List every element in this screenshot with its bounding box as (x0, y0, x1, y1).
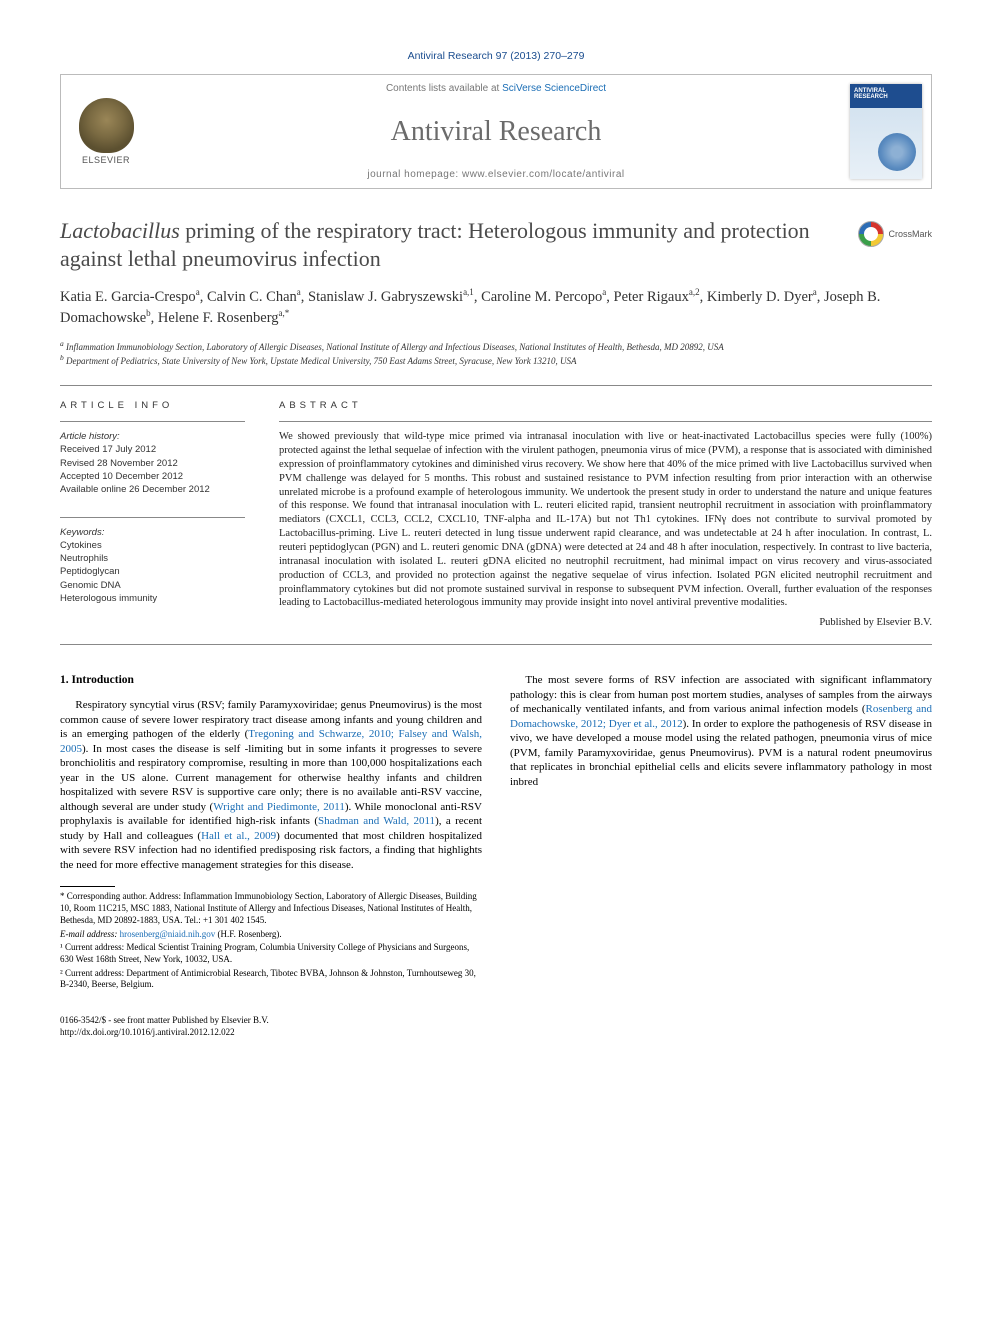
publisher-logo-cell: ELSEVIER (61, 75, 151, 188)
publisher-label: ELSEVIER (82, 155, 130, 165)
history-online: Available online 26 December 2012 (60, 483, 245, 496)
footnote-email: E-mail address: hrosenberg@niaid.nih.gov… (60, 929, 482, 941)
keywords-block: Keywords: Cytokines Neutrophils Peptidog… (60, 526, 245, 606)
email-link[interactable]: hrosenberg@niaid.nih.gov (120, 929, 216, 939)
keyword: Peptidoglycan (60, 565, 245, 578)
contents-prefix: Contents lists available at (386, 83, 502, 94)
keyword: Heterologous immunity (60, 592, 245, 605)
front-matter-line: 0166-3542/$ - see front matter Published… (60, 1015, 932, 1027)
journal-header: ELSEVIER Contents lists available at Sci… (60, 74, 932, 189)
citation-link[interactable]: Hall et al., 2009 (201, 830, 276, 842)
journal-cover-thumbnail (850, 84, 922, 179)
journal-name: Antiviral Research (161, 116, 831, 148)
article-history: Article history: Received 17 July 2012 R… (60, 430, 245, 496)
journal-reference: Antiviral Research 97 (2013) 270–279 (60, 50, 932, 62)
crossmark-icon (858, 221, 884, 247)
body-paragraph: The most severe forms of RSV infection a… (510, 673, 932, 789)
crossmark-label: CrossMark (888, 229, 932, 239)
article-info-heading: ARTICLE INFO (60, 400, 245, 411)
history-accepted: Accepted 10 December 2012 (60, 470, 245, 483)
history-label: Article history: (60, 430, 245, 443)
abstract-publisher-line: Published by Elsevier B.V. (279, 616, 932, 630)
doi-link[interactable]: http://dx.doi.org/10.1016/j.antiviral.20… (60, 1027, 932, 1039)
footnote-rule (60, 886, 115, 887)
body-paragraph: Respiratory syncytial virus (RSV; family… (60, 698, 482, 872)
journal-homepage-line: journal homepage: www.elsevier.com/locat… (161, 169, 831, 180)
affiliation-b: Department of Pediatrics, State Universi… (66, 356, 577, 366)
homepage-url[interactable]: www.elsevier.com/locate/antiviral (462, 169, 625, 180)
divider (60, 421, 245, 422)
abstract-text: We showed previously that wild-type mice… (279, 430, 932, 630)
citation-link[interactable]: Shadman and Wald, 2011 (318, 815, 435, 827)
journal-cover-cell (841, 75, 931, 188)
contents-available-line: Contents lists available at SciVerse Sci… (161, 83, 831, 94)
keyword: Cytokines (60, 539, 245, 552)
keyword: Neutrophils (60, 552, 245, 565)
affiliation-a: Inflammation Immunobiology Section, Labo… (66, 342, 724, 352)
footnote-address-2: ² Current address: Department of Antimic… (60, 968, 482, 991)
divider (60, 385, 932, 386)
divider (60, 644, 932, 645)
citation-link[interactable]: Wright and Piedimonte, 2011 (213, 801, 345, 813)
sciencedirect-link[interactable]: SciVerse ScienceDirect (502, 83, 606, 94)
section-heading-intro: 1. Introduction (60, 673, 482, 688)
crossmark-badge[interactable]: CrossMark (858, 221, 932, 247)
elsevier-tree-icon (79, 98, 134, 153)
divider (279, 421, 932, 422)
footnotes: * Corresponding author. Address: Inflamm… (60, 891, 482, 991)
article-title: Lactobacillus priming of the respiratory… (60, 217, 842, 272)
divider (60, 517, 245, 518)
footnote-address-1: ¹ Current address: Medical Scientist Tra… (60, 942, 482, 965)
footnote-corresponding: * Corresponding author. Address: Inflamm… (60, 891, 482, 926)
author-list: Katia E. Garcia-Crespoa, Calvin C. Chana… (60, 286, 932, 329)
affiliations: a Inflammation Immunobiology Section, La… (60, 339, 932, 367)
article-body: 1. Introduction Respiratory syncytial vi… (60, 673, 932, 993)
abstract-heading: ABSTRACT (279, 400, 932, 411)
article-footer: 0166-3542/$ - see front matter Published… (60, 1015, 932, 1038)
keyword: Genomic DNA (60, 579, 245, 592)
homepage-prefix: journal homepage: (367, 169, 462, 180)
history-received: Received 17 July 2012 (60, 443, 245, 456)
history-revised: Revised 28 November 2012 (60, 457, 245, 470)
keywords-label: Keywords: (60, 526, 245, 539)
